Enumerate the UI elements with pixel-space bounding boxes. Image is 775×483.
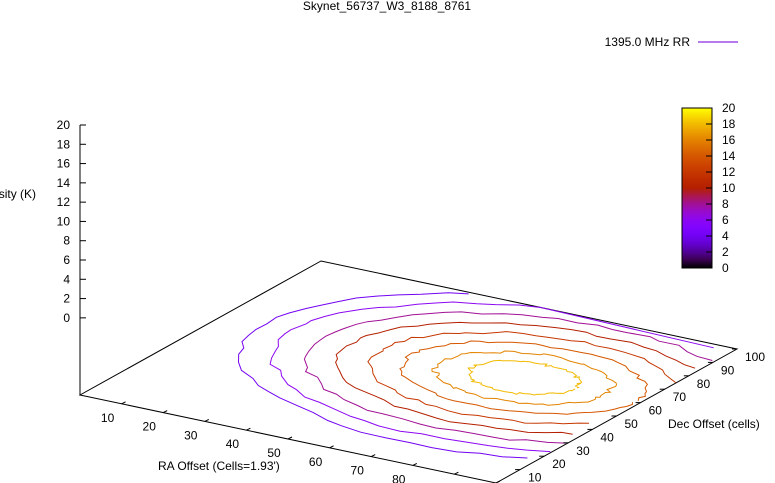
contour-18 bbox=[467, 359, 583, 396]
contour-6 bbox=[269, 301, 714, 453]
legend-label: 1395.0 MHz RR bbox=[605, 35, 691, 49]
contour-4 bbox=[237, 292, 528, 459]
contour-8 bbox=[303, 311, 713, 444]
chart-title: Skynet_56737_W3_8188_8761 bbox=[303, 0, 471, 13]
contours bbox=[237, 292, 714, 459]
contour-16 bbox=[431, 350, 618, 406]
legend: 1395.0 MHz RR bbox=[605, 35, 738, 49]
contour-12 bbox=[367, 331, 676, 425]
contour-10 bbox=[335, 321, 696, 435]
contour-14 bbox=[399, 340, 649, 415]
